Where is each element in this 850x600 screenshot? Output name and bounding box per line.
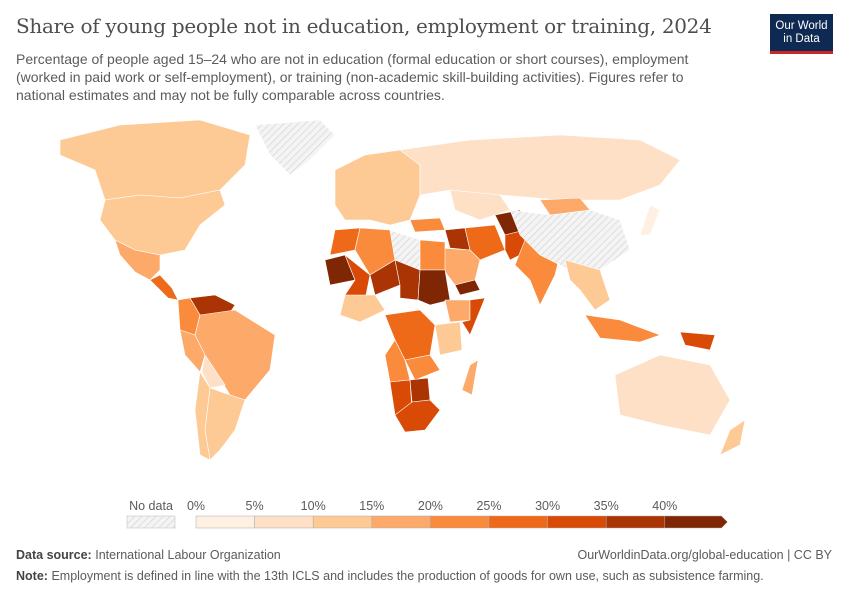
legend-bin[interactable] xyxy=(371,515,431,529)
country-bolivia[interactable] xyxy=(201,354,226,389)
legend-bin[interactable] xyxy=(605,515,666,529)
legend-tick-label: 15% xyxy=(359,499,384,513)
country-iran[interactable] xyxy=(464,224,506,261)
country-yemen[interactable] xyxy=(454,279,481,296)
country-peru[interactable] xyxy=(179,329,206,373)
logo-line-1: Our World xyxy=(775,19,828,32)
source-text: International Labour Organization xyxy=(95,548,281,562)
country-russia[interactable] xyxy=(399,134,681,201)
country-argentina[interactable] xyxy=(204,387,246,461)
country-somalia[interactable] xyxy=(461,297,486,336)
legend-bin[interactable] xyxy=(430,515,490,529)
source-label: Data source: xyxy=(16,548,92,562)
legend-tick-label: 20% xyxy=(418,499,443,513)
legend-tick-label: 5% xyxy=(246,499,264,513)
note-text: Employment is defined in line with the 1… xyxy=(51,569,764,583)
country-united-states[interactable] xyxy=(99,189,226,256)
legend-no-data-swatch xyxy=(126,515,176,529)
country-australia[interactable] xyxy=(614,354,731,436)
owid-logo[interactable]: Our World in Data xyxy=(770,14,833,54)
country-turkey[interactable] xyxy=(409,217,446,233)
note-label: Note: xyxy=(16,569,48,583)
country-nigeria[interactable] xyxy=(339,294,386,323)
country-europe[interactable] xyxy=(334,149,421,226)
chart-subtitle: Percentage of people aged 15–24 who are … xyxy=(16,51,689,103)
legend-tick-label: 25% xyxy=(476,499,501,513)
country-egypt[interactable] xyxy=(419,239,446,271)
legend-bin[interactable] xyxy=(195,515,255,529)
chart-note: Note: Employment is defined in line with… xyxy=(16,569,764,583)
country-southeast-asia[interactable] xyxy=(564,259,611,311)
source-url-link[interactable]: OurWorldinData.org/global-education | CC… xyxy=(577,548,832,562)
legend-no-data-label: No data xyxy=(129,499,173,513)
logo-line-2: in Data xyxy=(783,32,820,45)
country-madagascar[interactable] xyxy=(461,359,479,396)
country-south-africa[interactable] xyxy=(394,399,441,433)
data-source: Data source: International Labour Organi… xyxy=(16,548,281,562)
legend-bin[interactable] xyxy=(547,515,607,529)
country-canada[interactable] xyxy=(59,119,251,201)
country-papua-new-guinea[interactable] xyxy=(679,331,716,351)
country-mexico[interactable] xyxy=(114,239,161,281)
country-central-america[interactable] xyxy=(149,274,179,301)
country-sudan[interactable] xyxy=(417,269,451,306)
legend-bin[interactable] xyxy=(254,515,314,529)
country-indonesia[interactable] xyxy=(584,314,661,343)
country-greenland[interactable] xyxy=(254,119,336,176)
country-chile[interactable] xyxy=(194,371,211,461)
legend-bin[interactable] xyxy=(312,515,373,529)
world-map xyxy=(59,119,746,461)
chart-title: Share of young people not in education, … xyxy=(16,14,712,38)
legend-tick-label: 40% xyxy=(652,499,677,513)
country-mongolia[interactable] xyxy=(539,197,591,216)
color-legend: No data 0% 5% 10% 15% 20% 25% 30% 35% 40% xyxy=(126,499,728,529)
legend-bin[interactable] xyxy=(488,515,548,529)
legend-tick-label: 35% xyxy=(594,499,619,513)
legend-bin[interactable] xyxy=(664,515,728,529)
country-japan[interactable] xyxy=(639,204,661,236)
legend-tick-label: 10% xyxy=(301,499,326,513)
country-botswana[interactable] xyxy=(409,377,431,403)
legend-tick-label: 0% xyxy=(187,499,205,513)
country-new-zealand[interactable] xyxy=(719,419,746,456)
country-ethiopia[interactable] xyxy=(444,299,471,323)
country-tanzania[interactable] xyxy=(434,321,463,356)
legend-tick-label: 30% xyxy=(535,499,560,513)
country-zambia[interactable] xyxy=(404,354,441,381)
country-chad[interactable] xyxy=(394,259,421,301)
